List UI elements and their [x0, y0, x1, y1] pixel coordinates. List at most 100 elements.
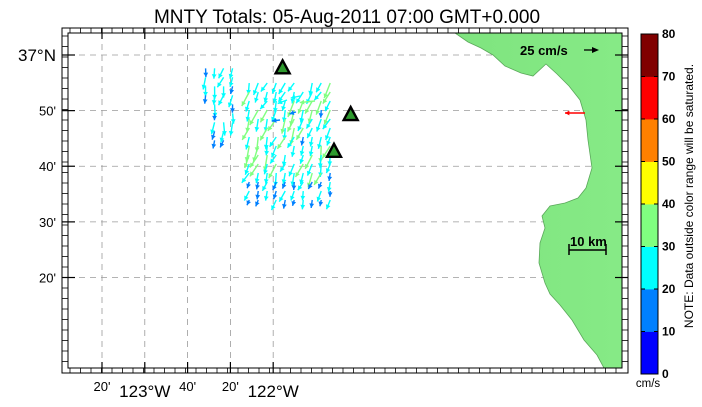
- current-vector: [327, 172, 333, 182]
- colorbar-segment: [641, 34, 658, 77]
- current-vector: [287, 100, 295, 118]
- colorbar-segment: [641, 161, 658, 205]
- current-vector: [325, 163, 331, 174]
- current-vector: [316, 190, 322, 202]
- current-vector: [313, 172, 322, 186]
- current-vector: [244, 163, 250, 175]
- y-tick-label: 37°N: [18, 46, 56, 65]
- current-vector: [216, 76, 225, 88]
- current-vector: [325, 127, 331, 141]
- current-vector: [218, 68, 225, 79]
- current-vector: [263, 172, 269, 184]
- current-vector: [300, 190, 306, 201]
- current-vector: [228, 77, 234, 88]
- current-vector: [322, 91, 331, 104]
- current-vector: [278, 190, 286, 203]
- current-vector: [254, 91, 259, 103]
- current-vector: [308, 145, 314, 157]
- current-vector: [318, 199, 324, 207]
- current-vector: [211, 68, 217, 79]
- reference-vector-arrow: [584, 47, 599, 53]
- current-vector: [322, 118, 331, 130]
- current-vector: [241, 127, 250, 141]
- current-vector: [243, 154, 250, 169]
- current-vector: [259, 127, 268, 141]
- current-vector: [290, 190, 295, 201]
- plot-background: [68, 33, 622, 368]
- plot-area: 25 cm/s 10 km: [61, 27, 629, 374]
- current-vector: [252, 82, 259, 96]
- colorbar-tick-label: 20: [662, 282, 676, 296]
- current-vector: [304, 100, 313, 114]
- y-tick-label: 40': [39, 159, 56, 174]
- current-vector: [290, 145, 296, 157]
- scale-bar: [568, 244, 607, 255]
- current-vector: [326, 181, 332, 192]
- current-vector: [321, 145, 331, 159]
- current-vector: [309, 199, 315, 209]
- current-vector: [264, 145, 270, 156]
- current-vector: [279, 163, 286, 173]
- current-vector: [219, 140, 225, 148]
- colorbar-segment: [641, 204, 658, 247]
- current-vector: [241, 91, 250, 107]
- colorbar-tick-label: 10: [662, 325, 676, 339]
- x-tick-label: 20': [222, 379, 239, 394]
- current-vector: [308, 136, 314, 147]
- current-vector: [211, 131, 216, 140]
- current-vector: [291, 199, 297, 207]
- current-vector: [246, 199, 251, 206]
- x-tick-label: 20': [94, 379, 111, 394]
- current-vector: [286, 118, 295, 132]
- current-vector: [313, 91, 322, 101]
- current-vector: [323, 109, 331, 125]
- current-vector: [249, 154, 259, 168]
- current-vector: [229, 86, 235, 95]
- current-vector: [294, 163, 304, 178]
- current-vector: [217, 95, 225, 106]
- current-vector: [263, 163, 268, 175]
- current-vector: [241, 172, 250, 184]
- colorbar-segment: [641, 289, 658, 332]
- current-vector: [271, 145, 277, 158]
- colorbar-tick-label: 0: [662, 367, 669, 381]
- colorbar: 0 10 20 30 40 50 60 70 80 cm/s NOTE: Data outsid…: [636, 27, 696, 390]
- current-vector: [565, 110, 585, 116]
- current-vector: [259, 100, 268, 110]
- current-vector: [271, 82, 277, 94]
- current-vector: [230, 104, 235, 113]
- current-vector: [289, 110, 297, 115]
- current-vector: [244, 100, 250, 112]
- current-vector: [211, 95, 217, 105]
- current-vector: [272, 91, 278, 104]
- x-tick-label: 40': [179, 379, 196, 394]
- current-vector: [287, 82, 295, 92]
- colorbar-segment: [641, 76, 658, 120]
- current-vector: [261, 181, 268, 192]
- plot-frame: [67, 32, 623, 369]
- station-triangle: [341, 104, 360, 122]
- current-vector: [255, 199, 260, 207]
- current-vector: [272, 181, 277, 191]
- current-vector: [306, 163, 313, 176]
- current-vector: [263, 136, 269, 150]
- colorbar-tick-label: 30: [662, 240, 676, 254]
- current-vector: [244, 136, 250, 150]
- current-vector: [315, 100, 322, 115]
- current-vector: [323, 82, 331, 99]
- land-mass: [454, 33, 622, 368]
- current-vector: [245, 109, 251, 122]
- current-vector: [272, 100, 278, 113]
- current-vector: [291, 181, 297, 190]
- current-vector: [290, 94, 301, 100]
- colorbar-segment: [641, 331, 658, 375]
- current-vector: [259, 109, 268, 123]
- current-vector: [255, 190, 261, 200]
- current-vector: [281, 109, 287, 123]
- station-triangle: [273, 57, 292, 75]
- current-vector: [210, 122, 216, 135]
- current-vector: [299, 145, 305, 156]
- current-vector: [297, 118, 304, 132]
- current-vector: [263, 190, 269, 201]
